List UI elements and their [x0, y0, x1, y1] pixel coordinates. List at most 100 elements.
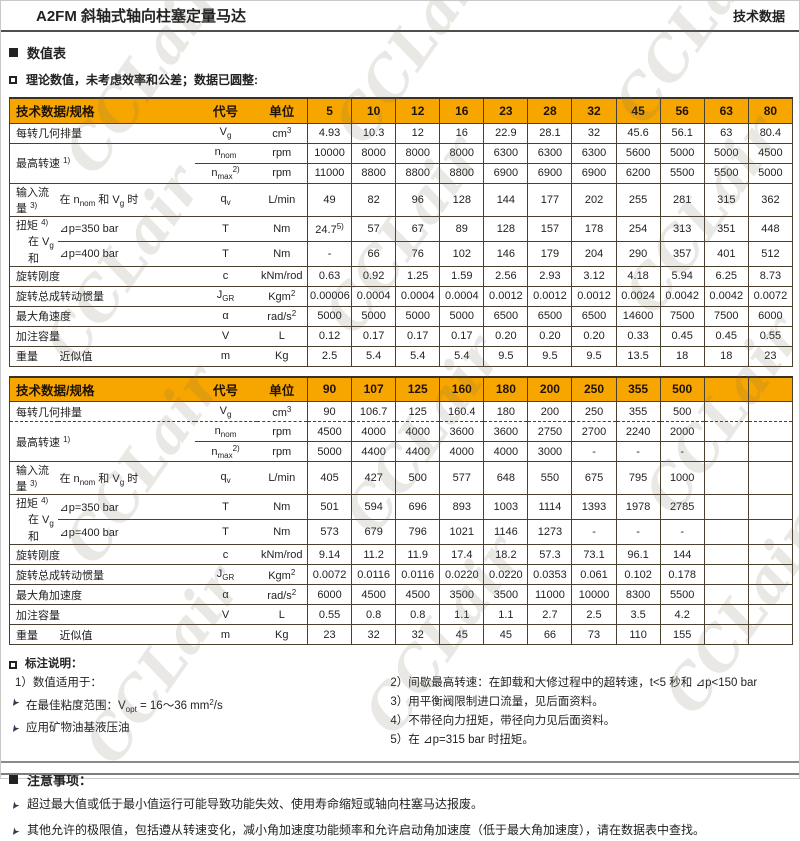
cell-value: 6900 [527, 162, 572, 183]
list-item: 4）不带径向力扭矩，带径向力见后面资料。 [384, 712, 791, 731]
cell-value: 17.4 [439, 544, 484, 565]
cell-value: 1003 [483, 494, 528, 520]
cell-value: 8800 [351, 162, 396, 183]
footnotes-title: 标注说明： [25, 658, 83, 670]
table-row: 最高转速 1) nnom rpm 4500 4000 4000 3600 3600 2750 27… [9, 421, 793, 462]
row-symbol: T [194, 240, 257, 266]
row-label: 最高转速 1) [9, 142, 195, 183]
cell-value: 73 [571, 624, 617, 645]
cell-value: 0.17 [439, 325, 484, 346]
cell-value [703, 519, 749, 545]
header-size [703, 376, 749, 402]
cell-value: 3.5 [615, 604, 661, 625]
table-header-row: 技术数据/规格 代号 单位 5 10 12 16 23 28 32 45 56 63 80 [9, 98, 793, 124]
list-item: 1）数值适用于： [9, 674, 384, 693]
cell-value: 796 [395, 519, 440, 545]
cell-value: 0.20 [483, 325, 528, 346]
cell-value: 10.3 [351, 122, 396, 143]
cell-value: 4400 [395, 441, 440, 462]
cell-value: 0.17 [395, 325, 440, 346]
cell-value: 0.178 [659, 564, 705, 585]
cell-value: 9.14 [307, 544, 352, 565]
cell-value: 0.17 [351, 325, 396, 346]
header-size: 45 [615, 98, 661, 124]
table-row: ⊿p=400 bar T Nm -66 76 102 146 179 204 290 357 401 5… [10, 240, 793, 266]
row-unit: L/min [256, 182, 308, 216]
table-row: 最高转速 1) nnom rpm 10000 8000 8000 8000 6300 6300 6… [9, 142, 793, 183]
cell-value [703, 564, 749, 585]
cell-value [703, 461, 749, 495]
cell-value: 405 [307, 461, 352, 495]
cell-value: 281 [659, 182, 705, 216]
table-row: 扭矩 4) 在 Vg 和 ⊿p=350 bar T Nm 501 594 696 893 1003… [9, 494, 793, 545]
cell-value: 32 [351, 624, 396, 645]
cell-value: 679 [351, 519, 396, 545]
cell-value: 9.5 [527, 345, 572, 366]
cell-value: 0.20 [571, 325, 617, 346]
cell-value: 313 [659, 215, 705, 241]
cell-value: 0.0004 [439, 285, 484, 306]
header-size: 355 [615, 376, 661, 402]
cell-value: 96.1 [615, 544, 661, 565]
cell-value: - [659, 441, 705, 462]
row-sublabel: ⊿p=350 bar [57, 494, 195, 520]
cell-value: 2.5 [307, 345, 352, 366]
header-size: 200 [527, 376, 572, 402]
list-item-text: 4）不带径向力扭矩，带径向力见后面资料。 [390, 715, 616, 727]
cell-value: 0.55 [307, 604, 352, 625]
cell-value: 13.5 [615, 345, 661, 366]
footnotes-title-row: 标注说明： [9, 655, 384, 674]
cell-value: 128 [483, 215, 528, 241]
row-unit: Kgm2 [256, 564, 308, 585]
cell-value: 18 [703, 345, 749, 366]
cell-value [703, 604, 749, 625]
cell-value: 577 [439, 461, 484, 495]
cell-value: 6000 [747, 305, 793, 326]
cell-value: 16 [439, 122, 484, 143]
row-unit: rad/s2 [256, 305, 308, 326]
cell-value: 448 [747, 215, 793, 241]
cell-value: 18.2 [483, 544, 528, 565]
row-unit: L [256, 325, 308, 346]
cell-value: 4400 [351, 441, 396, 462]
cell-value: 11.9 [395, 544, 440, 565]
cell-value: 1000 [659, 461, 705, 495]
row-sublabel: ⊿p=400 bar [57, 519, 195, 545]
cell-value: 315 [703, 182, 749, 216]
cell-value: 6900 [483, 162, 528, 183]
row-symbol: qv [194, 461, 257, 495]
cell-value: 23 [307, 624, 352, 645]
cell-value: 351 [703, 215, 749, 241]
row-symbol: T [194, 215, 257, 241]
tech-data-table-small-sizes: 技术数据/规格 代号 单位 5 10 12 16 23 28 32 45 56 63 80 每转几何排量 Vg… [9, 97, 793, 367]
cell-value: 255 [615, 182, 661, 216]
cell-value: 128 [439, 182, 484, 216]
cell-value: 3.12 [571, 265, 617, 286]
table-row: 输入流量 3) 在 nnom 和 Vg 时 qv L/min 405 427 500 577 6… [9, 461, 793, 495]
table-row: 每转几何排量 Vg cm3 4.93 10.3 12 16 22.9 28.1 32 45.6 56.… [9, 122, 793, 143]
cell-value: 8000 [395, 142, 440, 163]
cell-value: 24.75) [307, 215, 352, 241]
table-row: 旋转总成转动惯量 JGR Kgm2 0.0072 0.0116 0.0116 0.0220 0… [9, 564, 793, 585]
cell-value: 6500 [483, 305, 528, 326]
cell-value: 0.0042 [703, 285, 749, 306]
down-arrow-bullet-icon: ➤ [7, 695, 22, 710]
footnotes: 标注说明： 1）数值适用于： ➤ 在最佳粘度范围：Vopt = 16～36 mm2/… [8, 655, 791, 750]
cell-value: 0.0004 [351, 285, 396, 306]
down-arrow-bullet-icon: ➤ [7, 824, 22, 839]
cell-value: 0.0116 [395, 564, 440, 585]
cell-value: 3600 [483, 421, 528, 442]
row-unit: L [256, 604, 308, 625]
down-arrow-bullet-icon: ➤ [7, 721, 22, 736]
cell-value: 254 [615, 215, 661, 241]
cell-value [703, 544, 749, 565]
cell-value: 5000 [659, 142, 705, 163]
cell-value: 0.63 [307, 265, 352, 286]
cell-value: 177 [527, 182, 572, 216]
header-size: 107 [351, 376, 396, 402]
cell-value: 5000 [307, 305, 352, 326]
row-symbol: c [194, 265, 257, 286]
cell-value: 0.0012 [527, 285, 572, 306]
cell-value: 594 [351, 494, 396, 520]
row-unit: Nm [256, 519, 308, 545]
